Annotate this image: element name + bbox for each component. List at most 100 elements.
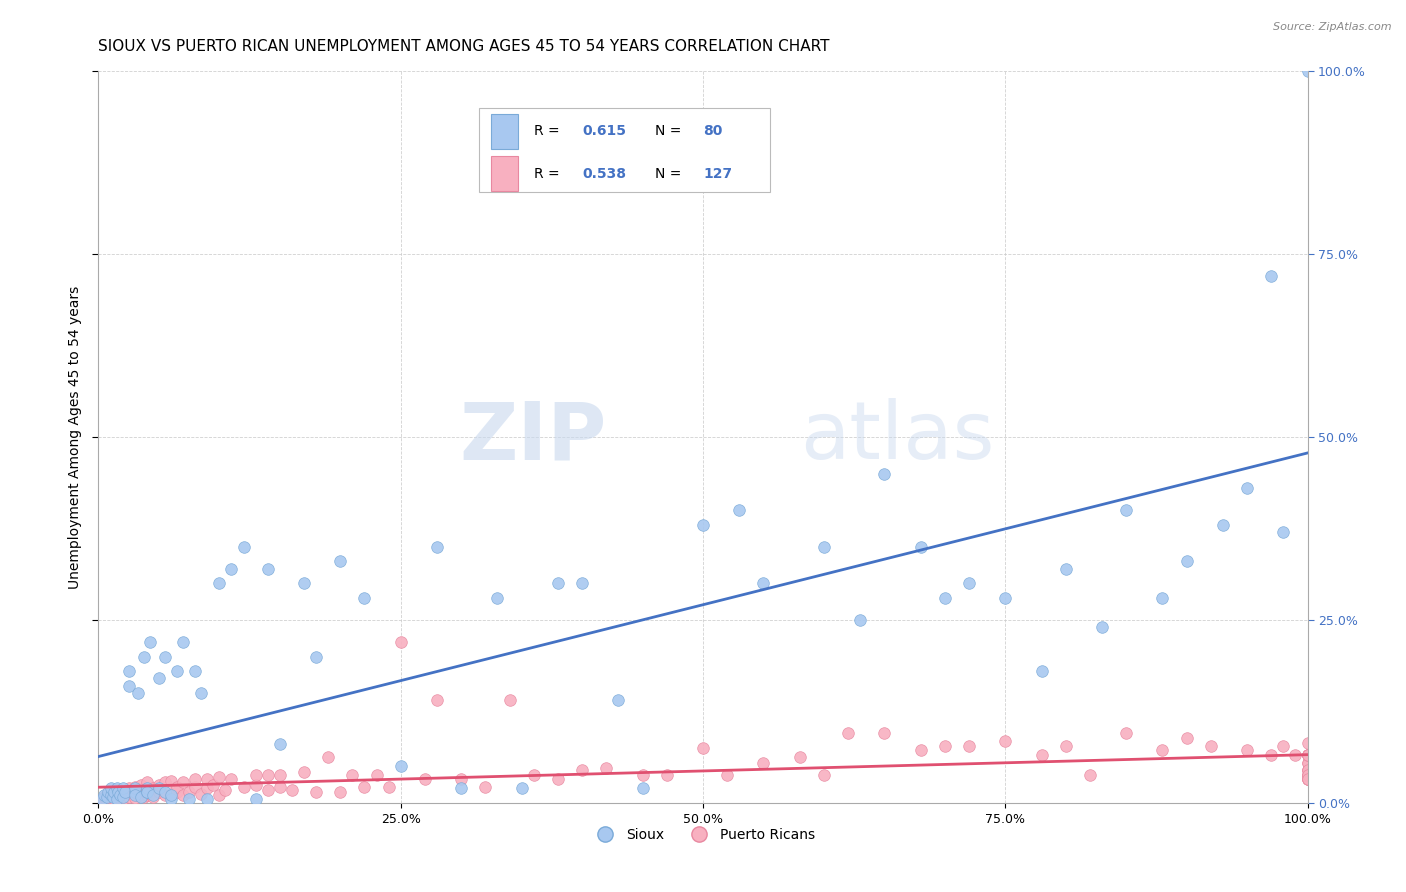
Point [142, 781, 165, 796]
Point [129, 789, 152, 804]
Point [101, 789, 124, 804]
Point [107, 787, 129, 801]
Point [101, 789, 124, 803]
Point [1296, 748, 1319, 763]
Point [245, 792, 267, 806]
Point [208, 770, 231, 784]
Point [124, 790, 146, 805]
Point [426, 540, 449, 554]
Point [1296, 736, 1319, 750]
Point [450, 772, 472, 787]
Point [1115, 503, 1137, 517]
Point [1152, 591, 1174, 605]
Point [221, 772, 243, 787]
Point [910, 540, 932, 554]
Text: SIOUX VS PUERTO RICAN UNEMPLOYMENT AMONG AGES 45 TO 54 YEARS CORRELATION CHART: SIOUX VS PUERTO RICAN UNEMPLOYMENT AMONG… [98, 38, 830, 54]
Point [124, 789, 146, 803]
Point [184, 664, 207, 678]
Point [108, 789, 131, 803]
Text: Source: ZipAtlas.com: Source: ZipAtlas.com [1274, 22, 1392, 32]
Point [1031, 748, 1053, 763]
Point [281, 782, 304, 797]
Point [96, 789, 118, 804]
Point [135, 785, 157, 799]
Point [1272, 739, 1295, 753]
Text: N =: N = [655, 167, 685, 180]
Point [160, 792, 183, 806]
Point [105, 781, 128, 796]
Text: R =: R = [534, 167, 564, 180]
Point [1091, 620, 1114, 634]
Point [1296, 756, 1319, 770]
Point [148, 672, 170, 686]
Point [1296, 748, 1319, 763]
Point [100, 781, 122, 796]
Point [129, 787, 152, 801]
Point [1296, 772, 1319, 787]
Point [160, 789, 183, 803]
Point [118, 664, 141, 678]
Point [934, 591, 956, 605]
Point [127, 686, 149, 700]
Point [127, 789, 149, 803]
Point [1296, 772, 1319, 787]
Point [160, 773, 183, 788]
Point [107, 785, 129, 799]
Point [1296, 772, 1319, 787]
FancyBboxPatch shape [492, 156, 517, 191]
Point [148, 781, 170, 796]
Point [1272, 525, 1295, 540]
Point [148, 778, 170, 792]
Point [256, 768, 278, 782]
Point [426, 693, 449, 707]
Text: R =: R = [534, 125, 564, 138]
Point [957, 576, 980, 591]
Point [1175, 554, 1198, 568]
Point [100, 789, 122, 803]
Point [389, 759, 412, 773]
Y-axis label: Unemployment Among Ages 45 to 54 years: Unemployment Among Ages 45 to 54 years [69, 285, 83, 589]
Point [957, 739, 980, 753]
Point [692, 517, 714, 532]
Point [111, 785, 134, 799]
Point [153, 649, 176, 664]
Point [474, 780, 496, 794]
Point [256, 562, 278, 576]
Point [184, 772, 207, 787]
Point [1296, 768, 1319, 782]
Point [728, 503, 751, 517]
Point [366, 768, 388, 782]
Text: N =: N = [655, 125, 685, 138]
Point [172, 789, 194, 803]
Point [789, 750, 811, 764]
Text: ZIP: ZIP [458, 398, 606, 476]
Point [1236, 481, 1258, 495]
Point [631, 768, 654, 782]
Point [1296, 763, 1319, 777]
Point [269, 768, 291, 782]
Text: 80: 80 [703, 125, 723, 138]
Point [1296, 768, 1319, 782]
Point [103, 785, 125, 799]
Point [1296, 763, 1319, 777]
Point [316, 750, 339, 764]
Point [1296, 763, 1319, 777]
Point [329, 785, 352, 799]
Point [93, 789, 115, 803]
Point [269, 780, 291, 794]
Point [994, 591, 1017, 605]
Point [103, 792, 125, 806]
Point [202, 778, 225, 792]
Point [607, 693, 630, 707]
Point [111, 789, 134, 804]
Point [1054, 739, 1077, 753]
Point [1296, 756, 1319, 770]
Point [1175, 731, 1198, 746]
Point [160, 787, 183, 801]
Point [184, 780, 207, 794]
Point [190, 787, 212, 801]
Point [1199, 739, 1222, 753]
Legend: Sioux, Puerto Ricans: Sioux, Puerto Ricans [586, 822, 820, 847]
Point [1296, 748, 1319, 763]
Point [450, 781, 472, 796]
